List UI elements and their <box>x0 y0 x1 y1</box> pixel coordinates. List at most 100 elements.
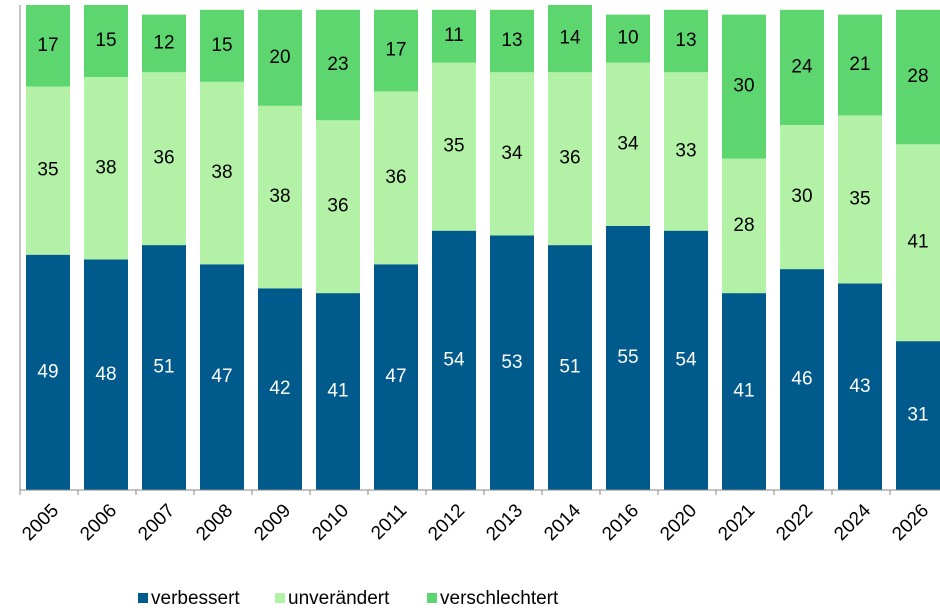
x-tick-label: 2024 <box>830 500 875 545</box>
bar-segment <box>780 269 824 490</box>
bar-segment <box>780 125 824 270</box>
x-tick-label: 2010 <box>308 500 353 545</box>
bar-segment <box>432 230 476 491</box>
value-label: 11 <box>444 25 464 46</box>
bar-segment <box>896 341 940 490</box>
value-label: 20 <box>269 47 290 68</box>
value-label: 15 <box>211 35 232 56</box>
value-label: 31 <box>907 405 928 426</box>
x-tick-label: 2022 <box>772 500 817 545</box>
x-tick-label: 2013 <box>482 500 527 545</box>
value-label: 30 <box>733 76 754 97</box>
bar-segment <box>490 72 534 236</box>
value-label: 48 <box>95 364 116 385</box>
x-tick-label: 2005 <box>18 500 63 545</box>
legend-label: unverändert <box>288 588 390 608</box>
value-label: 17 <box>37 35 58 56</box>
value-label: 14 <box>559 28 581 49</box>
value-label: 51 <box>559 357 580 378</box>
bar-segment <box>722 14 766 159</box>
value-label: 10 <box>617 28 638 49</box>
bar-segment <box>84 77 128 260</box>
bar-segment <box>896 144 940 342</box>
bar-segment <box>142 245 186 490</box>
x-tick-label: 2006 <box>76 500 121 545</box>
bar-segment <box>722 293 766 490</box>
x-tick-label: 2009 <box>250 500 295 545</box>
bar-segment <box>258 288 302 490</box>
bar-segment <box>548 72 592 246</box>
bar-segment <box>606 225 650 490</box>
bar-segment <box>432 62 476 231</box>
value-label: 34 <box>617 133 639 154</box>
bar-segment <box>258 9 302 106</box>
value-label: 34 <box>501 143 523 164</box>
bar-segment <box>606 62 650 226</box>
value-label: 17 <box>385 40 406 61</box>
value-label: 43 <box>849 376 870 397</box>
value-label: 35 <box>37 160 58 181</box>
bar-segment <box>838 115 882 284</box>
value-label: 12 <box>153 32 174 53</box>
bar-segment <box>664 9 708 73</box>
value-label: 51 <box>153 357 174 378</box>
value-label: 21 <box>849 54 870 75</box>
bar-segment <box>548 5 592 73</box>
value-label: 55 <box>617 347 638 368</box>
bar-segment <box>374 91 418 265</box>
bar-segment <box>26 254 70 490</box>
legend-swatch <box>275 593 285 603</box>
value-label: 15 <box>95 30 116 51</box>
value-label: 41 <box>327 381 348 402</box>
value-label: 28 <box>907 66 928 87</box>
value-label: 36 <box>385 167 406 188</box>
x-tick-label: 2016 <box>598 500 643 545</box>
value-label: 46 <box>791 369 812 390</box>
legend-label: verschlechtert <box>440 588 559 608</box>
bar-segment <box>258 105 302 289</box>
bar-segment <box>548 245 592 490</box>
value-label: 41 <box>733 381 754 402</box>
value-label: 36 <box>327 196 348 217</box>
value-label: 35 <box>443 136 464 157</box>
value-label: 23 <box>327 54 348 75</box>
bar-segment <box>838 14 882 116</box>
bar-segment <box>722 158 766 294</box>
bar-segment <box>432 9 476 63</box>
value-label: 42 <box>269 378 290 399</box>
bar-segment <box>490 9 534 73</box>
bar-segment <box>26 5 70 87</box>
value-label: 38 <box>269 186 290 207</box>
value-label: 49 <box>37 361 58 382</box>
value-label: 38 <box>211 162 232 183</box>
value-label: 36 <box>559 148 580 169</box>
value-label: 13 <box>675 30 696 51</box>
bar-segment <box>200 9 244 82</box>
value-label: 24 <box>791 56 813 77</box>
bar-segment <box>316 293 360 490</box>
bar-segment <box>374 264 418 490</box>
bar-segment <box>606 14 650 63</box>
legend-swatch <box>138 593 148 603</box>
value-label: 41 <box>907 232 928 253</box>
x-tick-label: 2011 <box>367 500 411 544</box>
legend-swatch <box>427 593 437 603</box>
bar-segment <box>84 259 128 490</box>
bar-segment <box>316 9 360 121</box>
x-tick-label: 2021 <box>714 500 759 545</box>
bar-segment <box>896 9 940 145</box>
legend-label: verbessert <box>151 588 240 608</box>
value-label: 13 <box>501 30 522 51</box>
value-label: 47 <box>211 366 232 387</box>
value-label: 54 <box>443 349 465 370</box>
bar-segment <box>374 9 418 92</box>
bar-segment <box>664 72 708 231</box>
x-tick-label: 2014 <box>540 500 585 545</box>
bar-segment <box>200 81 244 265</box>
value-label: 36 <box>153 148 174 169</box>
value-label: 35 <box>849 188 870 209</box>
bar-segment <box>664 230 708 491</box>
bar-segment <box>316 120 360 294</box>
value-label: 28 <box>733 215 754 236</box>
